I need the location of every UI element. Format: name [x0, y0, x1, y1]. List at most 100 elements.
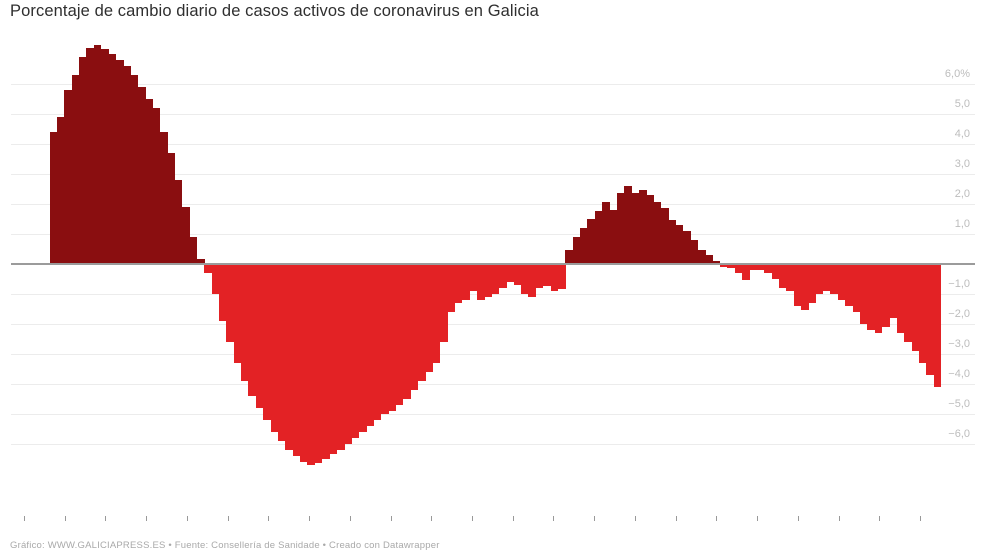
bar: [771, 263, 780, 279]
bar: [778, 263, 787, 288]
bar: [314, 263, 323, 463]
bar: [815, 263, 824, 294]
y-axis-label: −1,0: [948, 278, 970, 290]
gridline: [11, 83, 975, 85]
bar: [241, 263, 249, 381]
bar: [130, 74, 139, 264]
bar: [469, 263, 478, 291]
bar: [697, 250, 706, 264]
bar: [307, 263, 316, 465]
x-axis-tick: [675, 516, 677, 521]
bar: [565, 250, 573, 264]
bar: [830, 263, 839, 294]
bar: [439, 263, 448, 342]
bar: [403, 263, 411, 399]
gridline: [11, 113, 975, 115]
bar: [690, 239, 699, 264]
bar: [926, 263, 934, 375]
bar: [675, 224, 684, 264]
gridline: [11, 353, 975, 355]
bar: [476, 263, 485, 300]
bar: [425, 263, 433, 372]
x-axis-tick: [309, 516, 311, 521]
bar: [152, 107, 161, 264]
bar: [300, 263, 308, 462]
x-axis-tick: [390, 516, 392, 521]
y-axis-label: −2,0: [948, 308, 970, 320]
bar: [182, 206, 190, 264]
bar: [101, 49, 109, 264]
bar: [624, 185, 632, 264]
x-axis-tick: [757, 516, 759, 521]
x-axis-tick: [879, 516, 881, 521]
bar: [123, 65, 131, 264]
bar: [587, 218, 596, 264]
bar: [462, 263, 470, 300]
bar: [336, 263, 345, 450]
bar: [248, 263, 257, 396]
bar: [594, 211, 603, 264]
x-axis-tick: [472, 516, 473, 521]
gridline: [11, 443, 975, 445]
bar: [668, 220, 677, 264]
bar: [712, 260, 721, 264]
bar: [373, 263, 382, 420]
bar: [579, 227, 588, 264]
x-axis-tick: [716, 516, 718, 521]
x-axis-tick: [227, 516, 229, 521]
bar: [160, 131, 168, 264]
bar: [609, 209, 618, 264]
bar: [543, 263, 551, 286]
bar: [64, 89, 72, 264]
bar: [196, 259, 205, 264]
bar: [344, 263, 352, 444]
bar: [358, 263, 367, 432]
bar: [801, 263, 809, 310]
bar: [204, 263, 212, 273]
bar: [550, 263, 559, 291]
bar: [756, 263, 765, 270]
bar: [705, 254, 713, 264]
gridline: [11, 173, 975, 175]
bar: [137, 86, 146, 264]
bar: [867, 263, 876, 330]
bar: [616, 193, 625, 264]
x-axis-tick: [349, 516, 351, 521]
bar: [498, 263, 507, 288]
x-axis-tick: [24, 516, 25, 521]
bar: [793, 263, 802, 306]
bar: [742, 263, 750, 280]
bar: [874, 263, 883, 333]
bar: [381, 263, 389, 414]
bar: [366, 263, 375, 426]
bar: [417, 263, 426, 381]
x-axis-tick: [105, 516, 107, 521]
bar: [395, 263, 404, 405]
bar: [189, 236, 198, 264]
bar: [764, 263, 772, 273]
bar: [896, 263, 905, 333]
bar: [285, 263, 293, 450]
bar: [432, 263, 441, 363]
bar: [78, 56, 87, 264]
gridline: [11, 233, 975, 235]
x-axis-tick: [594, 516, 596, 521]
bar: [218, 263, 227, 321]
bar: [447, 263, 456, 312]
x-axis-tick: [512, 516, 514, 521]
bar: [719, 263, 728, 267]
gridline: [11, 383, 975, 385]
bar: [145, 98, 153, 264]
y-axis-label: −4,0: [948, 368, 970, 380]
gridline: [11, 413, 975, 415]
x-axis-tick: [431, 516, 433, 521]
y-axis-label: −3,0: [948, 338, 970, 350]
bar: [454, 263, 463, 303]
bar: [727, 263, 736, 268]
bar: [823, 263, 831, 291]
bar: [263, 263, 271, 420]
x-axis-tick: [64, 516, 66, 521]
bar: [749, 263, 758, 270]
